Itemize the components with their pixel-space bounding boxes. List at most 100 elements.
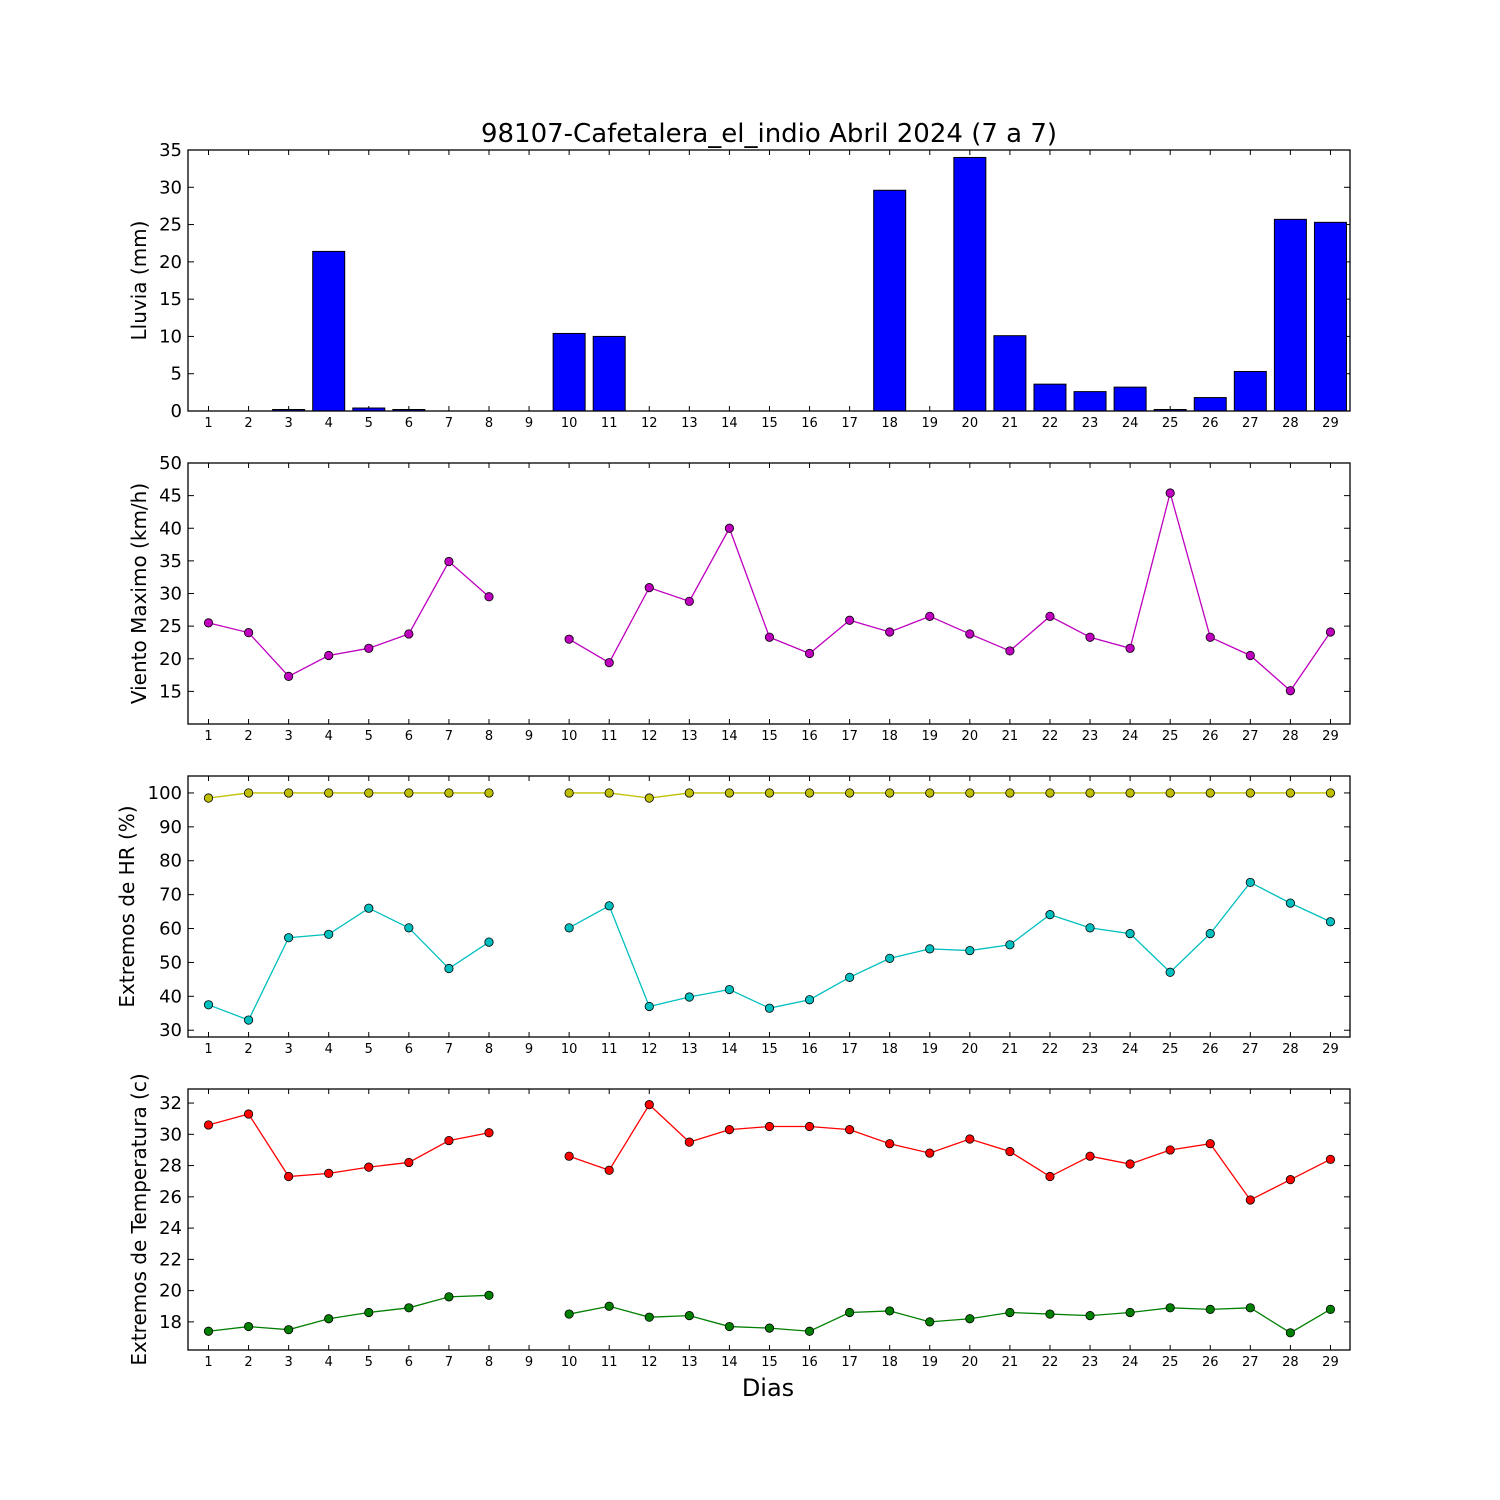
y-tick-label: 22: [159, 1249, 182, 1270]
series-1-point: [1045, 788, 1055, 798]
series-2-point: [1325, 1304, 1336, 1314]
x-tick-label: 10: [561, 416, 578, 431]
series-2-point: [804, 1326, 815, 1336]
x-tick-label: 19: [921, 729, 938, 744]
series-1-point: [1085, 632, 1095, 642]
series-2-point: [1205, 929, 1215, 939]
x-tick-label: 3: [284, 1042, 292, 1057]
series-1-point: [243, 628, 254, 638]
series-2-point: [1045, 1309, 1055, 1319]
y-tick-label: 24: [159, 1218, 182, 1239]
x-tick-label: 20: [962, 1042, 979, 1057]
x-tick-label: 12: [641, 416, 658, 431]
x-tick-label: 28: [1282, 729, 1299, 744]
series-1-point: [324, 788, 334, 798]
x-tick-label: 8: [485, 729, 493, 744]
x-tick-label: 16: [801, 729, 818, 744]
x-tick-label: 18: [881, 1355, 898, 1370]
x-tick-label: 26: [1202, 416, 1219, 431]
x-tick-label: 21: [1002, 1042, 1019, 1057]
series-2-point: [1125, 1307, 1135, 1318]
x-tick-label: 18: [881, 1042, 898, 1057]
series-1-point: [684, 1137, 694, 1147]
y-tick-label: 45: [159, 486, 182, 507]
rain-bar: [1073, 391, 1107, 412]
series-1-point: [604, 1165, 614, 1175]
series-2-point: [1085, 923, 1095, 933]
x-tick-label: 22: [1042, 1042, 1059, 1057]
series-1-point: [684, 596, 694, 606]
series-1-point: [243, 1109, 254, 1119]
series-1-point: [1245, 650, 1255, 661]
x-tick-label: 15: [761, 1355, 778, 1370]
x-tick-label: 14: [721, 1355, 738, 1370]
series-1-point: [1325, 1154, 1336, 1164]
series-2-point: [684, 1311, 694, 1321]
x-tick-label: 14: [721, 729, 738, 744]
x-tick-label: 8: [485, 1042, 493, 1057]
x-tick-label: 15: [761, 1042, 778, 1057]
series-2-point: [484, 937, 494, 947]
x-tick-label: 22: [1042, 1355, 1059, 1370]
series-1-point: [364, 1162, 374, 1172]
x-tick-label: 7: [445, 1355, 453, 1370]
x-tick-label: 2: [244, 1355, 252, 1370]
x-tick-label: 19: [921, 1042, 938, 1057]
y-tick-label: 60: [159, 919, 182, 940]
panel-frame: [187, 462, 1351, 725]
series-1-point: [804, 648, 815, 659]
x-tick-label: 15: [761, 729, 778, 744]
y-tick-label: 90: [159, 817, 182, 838]
series-2-point: [203, 1000, 214, 1010]
series-2-point: [604, 1301, 614, 1311]
y-tick-label: 5: [171, 364, 182, 385]
series-2-point: [324, 1314, 334, 1324]
series-2-point: [604, 901, 614, 911]
x-tick-label: 28: [1282, 1042, 1299, 1057]
series-2-point: [324, 929, 334, 939]
series-2-point: [484, 1290, 494, 1300]
x-tick-label: 27: [1242, 1042, 1259, 1057]
x-tick-label: 27: [1242, 416, 1259, 431]
series-1-point: [444, 1135, 454, 1146]
series-1-point: [804, 788, 815, 798]
series-1-point: [364, 643, 374, 653]
x-tick-label: 2: [244, 1042, 252, 1057]
series-1-point: [1005, 646, 1015, 656]
series-2-point: [444, 963, 454, 974]
series-2-point: [444, 1292, 454, 1302]
series-1-point: [404, 1157, 414, 1168]
series-1-point: [1205, 1139, 1215, 1149]
x-axis-label: Dias: [742, 1374, 794, 1402]
series-2-point: [1005, 1307, 1015, 1318]
series-1-point: [1205, 632, 1215, 642]
series-1-point: [324, 1168, 334, 1178]
chart-title: 98107-Cafetalera_el_indio Abril 2024 (7 …: [481, 119, 1057, 149]
series-1-point: [644, 793, 654, 803]
y-tick-label: 0: [171, 401, 182, 422]
series-2-point: [1125, 929, 1135, 939]
series-1-point: [1085, 1151, 1095, 1161]
series-1-point: [324, 650, 334, 661]
rain-bar: [1033, 383, 1067, 412]
x-tick-label: 3: [284, 1355, 292, 1370]
series-2-point: [1005, 940, 1015, 950]
rain-bar: [1233, 370, 1267, 412]
x-tick-label: 6: [405, 1355, 413, 1370]
series-1-point: [1005, 1146, 1015, 1157]
series-2-line: [569, 1305, 1331, 1334]
series-1-point: [845, 1125, 855, 1135]
x-tick-label: 2: [244, 729, 252, 744]
panel-frame: [187, 149, 1351, 412]
series-1-point: [845, 788, 855, 798]
x-tick-label: 20: [962, 416, 979, 431]
x-tick-label: 8: [485, 1355, 493, 1370]
x-tick-label: 11: [601, 729, 618, 744]
series-1-point: [1285, 788, 1295, 798]
series-2-point: [845, 972, 855, 982]
x-tick-label: 1: [204, 1355, 212, 1370]
series-2-point: [364, 903, 374, 913]
y-tick-label: 20: [159, 649, 182, 670]
y-tick-label: 30: [159, 1020, 182, 1041]
